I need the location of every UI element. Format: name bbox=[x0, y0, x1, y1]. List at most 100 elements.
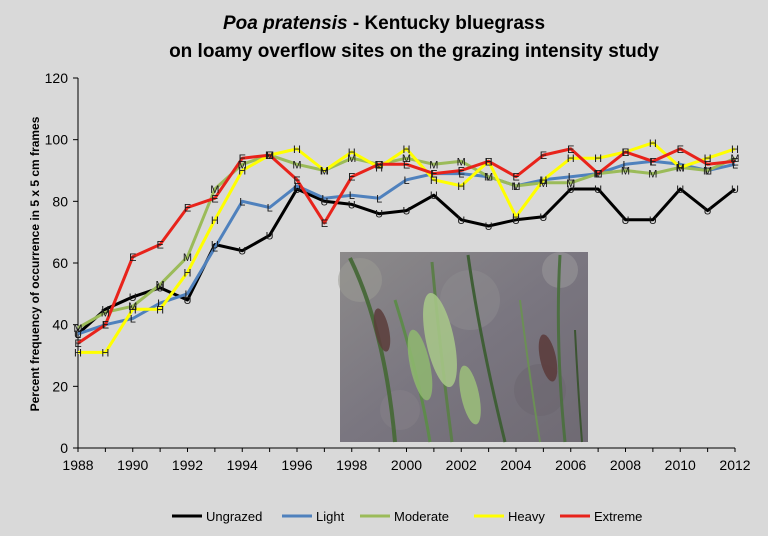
point-heavy: H bbox=[485, 156, 493, 168]
point-moderate: M bbox=[621, 166, 630, 178]
point-extreme: E bbox=[458, 166, 465, 178]
point-light: L bbox=[650, 156, 656, 168]
point-moderate: M bbox=[375, 159, 384, 171]
point-light: L bbox=[732, 159, 738, 171]
point-moderate: M bbox=[402, 153, 411, 165]
point-extreme: E bbox=[677, 144, 684, 156]
point-extreme: E bbox=[239, 153, 246, 165]
point-moderate: M bbox=[265, 150, 274, 162]
point-moderate: M bbox=[539, 178, 548, 190]
point-light: L bbox=[130, 314, 136, 326]
grass-stem bbox=[519, 299, 541, 443]
point-light: L bbox=[705, 166, 711, 178]
y-tick-label: 20 bbox=[52, 378, 68, 394]
point-extreme: E bbox=[321, 218, 328, 230]
y-tick-label: 0 bbox=[60, 440, 68, 456]
x-tick-label: 2012 bbox=[719, 457, 750, 473]
point-moderate: M bbox=[128, 301, 137, 313]
point-moderate: M bbox=[484, 172, 493, 184]
point-light: L bbox=[677, 159, 683, 171]
point-extreme: E bbox=[704, 159, 711, 171]
point-light: L bbox=[403, 175, 409, 187]
point-moderate: M bbox=[703, 166, 712, 178]
x-tick-label: 2000 bbox=[391, 457, 422, 473]
y-tick-label: 60 bbox=[52, 255, 68, 271]
x-tick-label: 1998 bbox=[336, 457, 367, 473]
point-extreme: E bbox=[567, 144, 574, 156]
x-tick-label: 2008 bbox=[610, 457, 641, 473]
x-tick-label: 2002 bbox=[446, 457, 477, 473]
point-ungrazed: U bbox=[704, 206, 712, 218]
legend-label-extreme: Extreme bbox=[594, 509, 642, 524]
photo-blur bbox=[440, 270, 500, 330]
point-ungrazed: U bbox=[156, 283, 164, 295]
point-moderate: M bbox=[73, 323, 82, 335]
point-heavy: H bbox=[457, 181, 465, 193]
point-extreme: E bbox=[485, 156, 492, 168]
point-extreme: E bbox=[348, 172, 355, 184]
y-tick-label: 120 bbox=[45, 70, 69, 86]
point-heavy: H bbox=[649, 138, 657, 150]
point-ungrazed: U bbox=[320, 196, 328, 208]
point-extreme: E bbox=[211, 193, 218, 205]
point-extreme: E bbox=[293, 175, 300, 187]
point-light: L bbox=[622, 159, 628, 171]
point-moderate: M bbox=[594, 169, 603, 181]
point-ungrazed: U bbox=[539, 212, 547, 224]
grass-seedhead bbox=[407, 329, 433, 401]
point-moderate: M bbox=[210, 184, 219, 196]
series-line-extreme bbox=[77, 147, 736, 345]
point-ungrazed: U bbox=[293, 184, 301, 196]
point-extreme: E bbox=[731, 156, 738, 168]
point-heavy: H bbox=[622, 147, 630, 159]
point-heavy: H bbox=[348, 147, 356, 159]
grass-seedhead bbox=[423, 292, 457, 388]
point-ungrazed: U bbox=[649, 215, 657, 227]
x-tick-label: 1992 bbox=[172, 457, 203, 473]
point-light: L bbox=[431, 169, 437, 181]
point-heavy: H bbox=[184, 267, 192, 279]
point-moderate: M bbox=[648, 169, 657, 181]
point-heavy: H bbox=[512, 212, 520, 224]
point-moderate: M bbox=[457, 156, 466, 168]
legend-label-moderate: Moderate bbox=[394, 509, 449, 524]
point-light: L bbox=[75, 329, 81, 341]
point-ungrazed: U bbox=[676, 184, 684, 196]
point-heavy: H bbox=[676, 162, 684, 174]
point-moderate: M bbox=[156, 280, 165, 292]
point-heavy: H bbox=[320, 166, 328, 178]
series-line-ungrazed bbox=[76, 187, 736, 336]
point-light: L bbox=[267, 203, 273, 215]
point-extreme: E bbox=[375, 159, 382, 171]
legend-label-heavy: Heavy bbox=[508, 509, 545, 524]
axes: 0 20 40 60 80 100 120 1988 1990 1992 1994 1996 1998 2… bbox=[45, 70, 751, 473]
point-moderate: M bbox=[183, 252, 192, 264]
point-extreme: E bbox=[266, 150, 273, 162]
point-light: L bbox=[321, 193, 327, 205]
point-heavy: H bbox=[567, 153, 575, 165]
point-light: L bbox=[568, 172, 574, 184]
point-extreme: E bbox=[156, 240, 163, 252]
point-ungrazed: U bbox=[375, 209, 383, 221]
point-ungrazed: U bbox=[622, 215, 630, 227]
point-ungrazed: U bbox=[731, 184, 739, 196]
point-extreme: E bbox=[430, 169, 437, 181]
grass-seedhead bbox=[373, 308, 391, 352]
point-moderate: M bbox=[511, 181, 520, 193]
point-moderate: M bbox=[676, 162, 685, 174]
x-tick-label: 1990 bbox=[117, 457, 148, 473]
point-ungrazed: U bbox=[594, 184, 602, 196]
point-ungrazed: U bbox=[238, 246, 246, 258]
point-ungrazed: U bbox=[512, 215, 520, 227]
point-extreme: E bbox=[649, 156, 656, 168]
point-light: L bbox=[540, 175, 546, 187]
point-heavy: H bbox=[430, 175, 438, 187]
grass-seedhead bbox=[459, 365, 481, 425]
point-light: L bbox=[157, 298, 163, 310]
title-common-name: - Kentucky bluegrass bbox=[348, 13, 545, 34]
point-extreme: E bbox=[74, 338, 81, 350]
y-axis-label: Percent frequency of occurrence in 5 x 5… bbox=[28, 116, 42, 411]
photo-blur bbox=[380, 390, 420, 430]
